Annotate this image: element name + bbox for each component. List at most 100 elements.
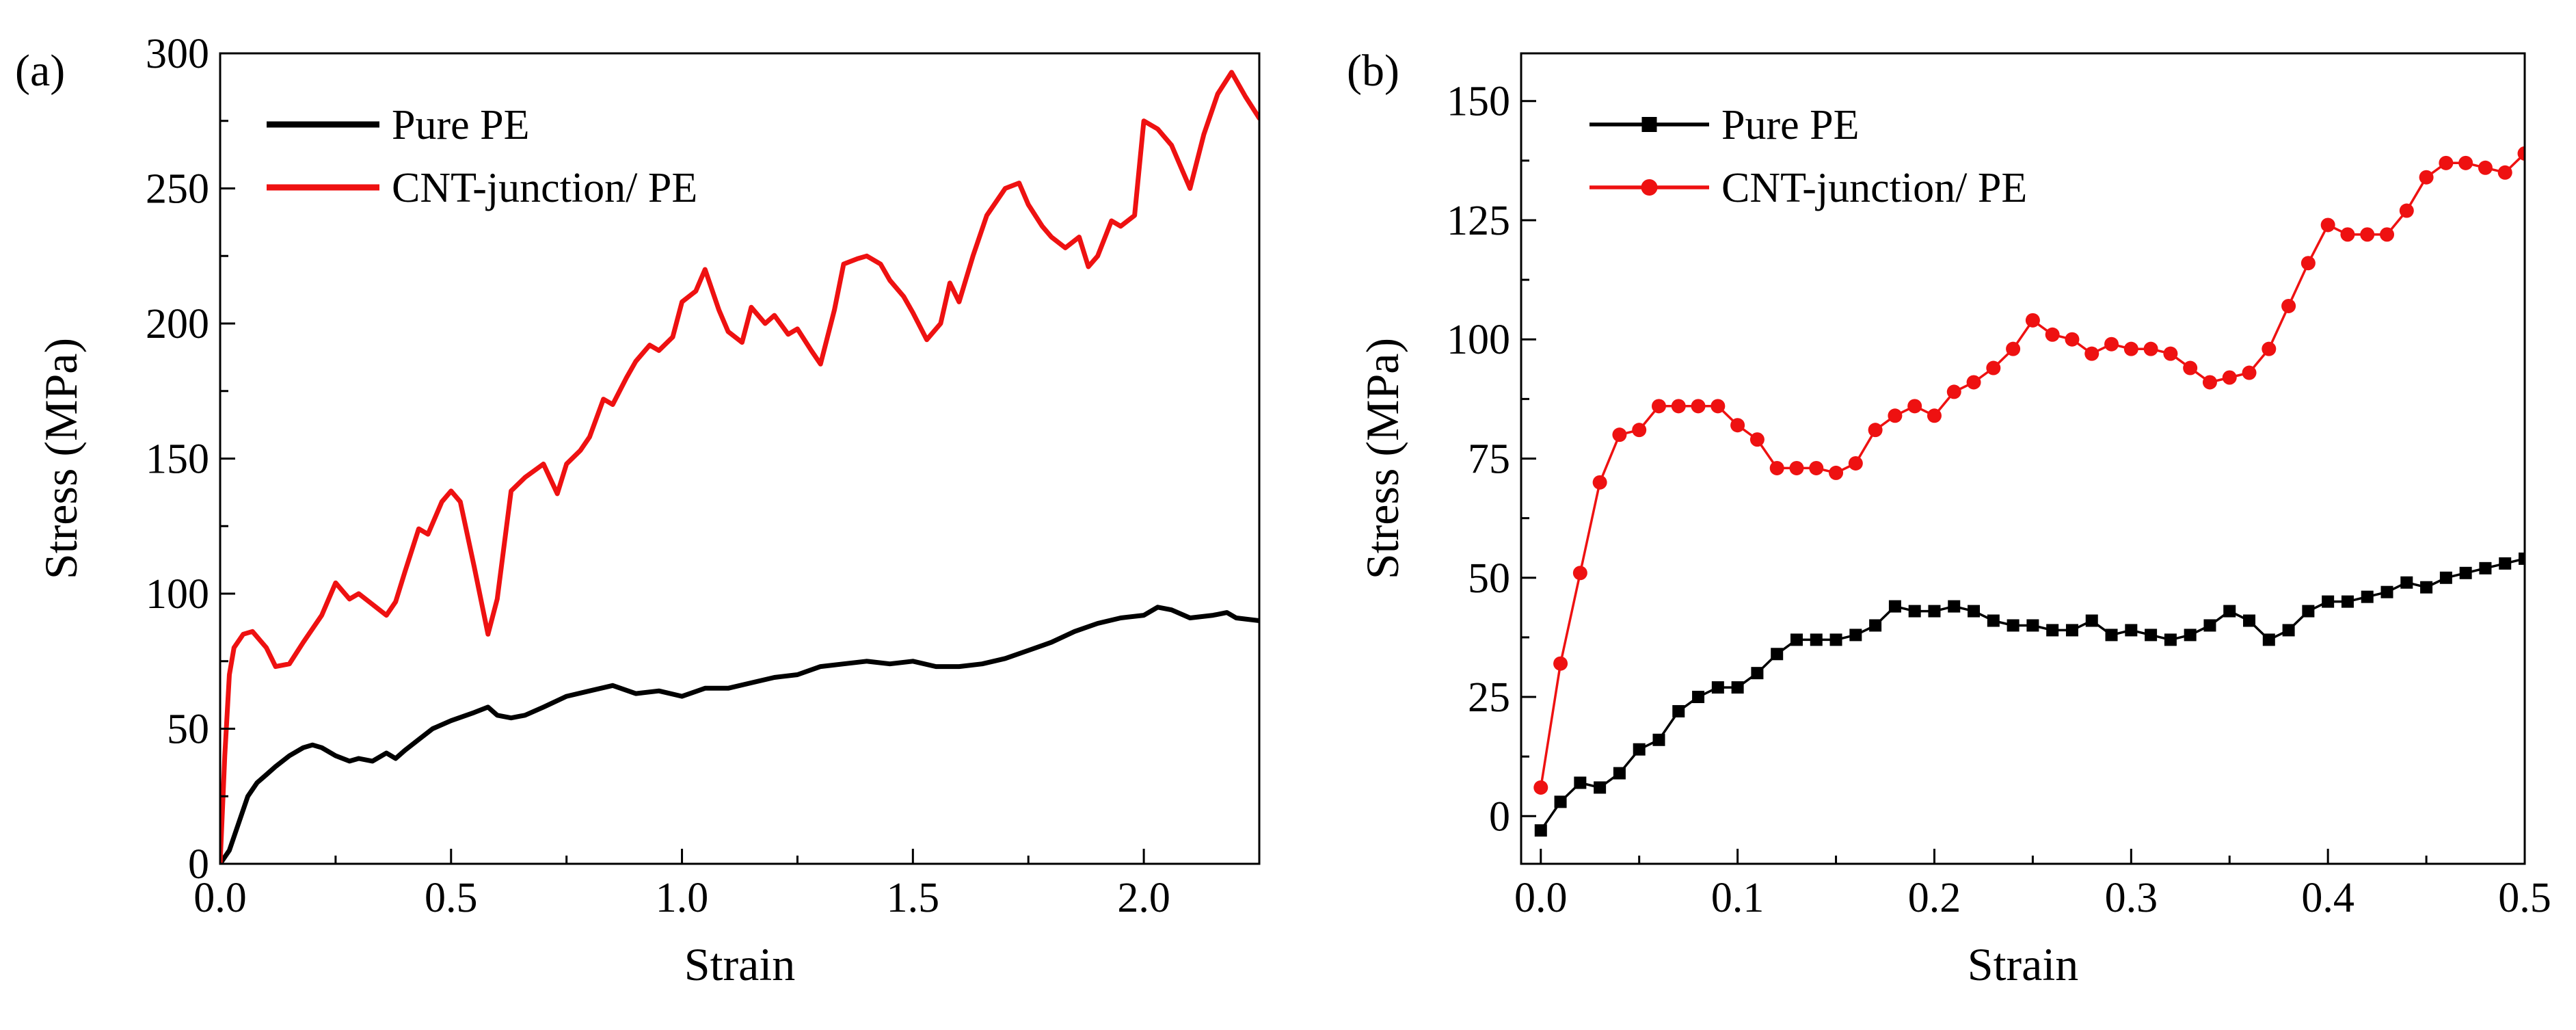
y-tick-label: 250: [146, 166, 209, 213]
data-point-circle: [2163, 346, 2178, 361]
y-tick-label: 200: [146, 301, 209, 347]
data-point-circle: [2045, 327, 2060, 342]
data-point-circle: [2006, 341, 2021, 356]
y-tick-label: 25: [1468, 674, 1510, 721]
data-point-circle: [2517, 146, 2525, 161]
data-point-square: [1790, 633, 1803, 646]
data-point-circle: [1730, 418, 1745, 433]
data-point-circle: [2360, 227, 2375, 242]
data-point-square: [1574, 776, 1587, 789]
y-tick-label: 150: [146, 436, 209, 483]
data-point-square: [2046, 624, 2059, 637]
legend-label: Pure PE: [1721, 102, 1860, 148]
data-point-circle: [2123, 341, 2138, 356]
data-point-circle: [1927, 408, 1942, 423]
data-point-circle: [1612, 427, 1627, 443]
data-point-square: [2065, 624, 2078, 637]
x-tick-label: 0.5: [2498, 875, 2551, 921]
x-axis-title: Strain: [1968, 938, 2078, 990]
data-point-square: [1771, 648, 1784, 661]
plot-frame: [219, 52, 1261, 865]
data-point-circle: [1710, 399, 1726, 414]
data-point-circle: [2497, 165, 2512, 180]
x-tick-label: 2.0: [1117, 875, 1170, 921]
data-point-circle: [2084, 346, 2099, 361]
legend-label: Pure PE: [392, 102, 530, 148]
data-point-square: [2341, 595, 2354, 608]
y-tick-label: 300: [146, 31, 209, 77]
data-point-circle: [1966, 375, 1981, 390]
y-tick-label: 100: [146, 571, 209, 618]
data-point-square: [1613, 767, 1626, 780]
data-point-square: [2479, 562, 2492, 575]
data-point-square: [2361, 590, 2374, 603]
data-point-circle: [1789, 460, 1804, 475]
series-group: [220, 70, 1259, 864]
data-point-circle: [1868, 423, 1883, 438]
data-point-circle: [2478, 160, 2493, 175]
data-point-square: [2125, 624, 2138, 637]
x-tick-label: 0.2: [1908, 875, 1961, 921]
data-point-square: [1633, 743, 1646, 756]
data-point-circle: [1671, 399, 1686, 414]
data-point-circle: [1749, 432, 1765, 447]
x-tick-label: 0.0: [193, 875, 247, 921]
series-line-pure-pe: [220, 605, 1259, 864]
series-line-cnt-junction-pe: [1540, 152, 2525, 789]
data-point-square: [1692, 691, 1705, 704]
data-point-square: [2085, 614, 2098, 627]
data-point-square: [1948, 600, 1961, 613]
x-tick-label: 0.5: [425, 875, 478, 921]
data-point-square: [2380, 585, 2393, 598]
data-point-square: [2223, 605, 2236, 618]
data-point-square: [1711, 681, 1724, 694]
data-point-circle: [1592, 475, 1607, 490]
data-point-square: [2105, 629, 2118, 642]
data-point-square: [2026, 619, 2039, 632]
data-point-circle: [2202, 375, 2217, 390]
y-tick-label: 125: [1447, 198, 1510, 244]
y-axis-title: Stress (MPa): [1356, 338, 1408, 579]
data-point-circle: [1533, 780, 1548, 795]
x-tick-label: 1.0: [656, 875, 709, 921]
data-point-square: [1672, 704, 1685, 717]
data-point-circle: [1572, 566, 1587, 581]
data-point-circle: [2458, 155, 2473, 170]
data-point-circle: [2419, 170, 2434, 185]
x-tick-label: 0.0: [1514, 875, 1568, 921]
data-point-circle: [1691, 399, 1706, 414]
series-line-cnt-junction-pe: [220, 70, 1259, 864]
data-point-square: [2439, 571, 2452, 584]
data-point-square: [2203, 619, 2216, 632]
panel-label: (b): [1347, 46, 1399, 96]
data-point-square: [1908, 605, 1921, 618]
data-point-square: [1968, 605, 1981, 618]
data-point-circle: [2340, 227, 2355, 242]
y-tick-label: 50: [1468, 555, 1510, 602]
x-tick-label: 0.4: [2301, 875, 2354, 921]
data-point-circle: [1632, 423, 1647, 438]
data-point-square: [1888, 600, 1901, 613]
data-point-circle: [2281, 298, 2296, 313]
legend-marker-square: [1641, 117, 1657, 132]
data-point-square: [2262, 633, 2275, 646]
y-tick-label: 100: [1447, 317, 1510, 363]
legend-label: CNT-junction/ PE: [1721, 165, 2027, 211]
data-point-circle: [2380, 227, 2395, 242]
data-point-square: [1810, 633, 1823, 646]
data-point-circle: [1829, 465, 1844, 480]
data-point-circle: [1809, 460, 1824, 475]
data-point-square: [2243, 614, 2256, 627]
data-point-square: [2164, 633, 2177, 646]
data-point-circle: [1907, 399, 1922, 414]
x-tick-label: 0.1: [1711, 875, 1765, 921]
data-point-square: [1594, 781, 1607, 794]
series-group: [1533, 146, 2525, 837]
data-point-square: [2322, 595, 2335, 608]
y-tick-label: 150: [1447, 79, 1510, 125]
data-point-circle: [2065, 332, 2080, 347]
panel-a: (a) 0.0 0.5 1.0 1.5 2.0 0 50 100 150 200 250 300 Stra…: [15, 31, 1261, 990]
legend-label: CNT-junction/ PE: [392, 165, 697, 211]
data-point-circle: [1986, 360, 2001, 375]
